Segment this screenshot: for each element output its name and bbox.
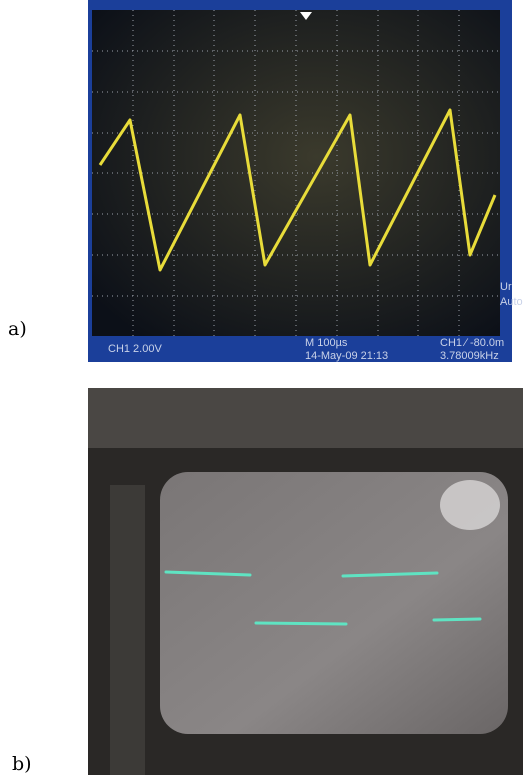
scope-side-top: Ur	[500, 281, 512, 293]
trace	[164, 570, 482, 626]
scope-frequency: 3.78009kHz	[440, 350, 499, 362]
scope-datetime: 14-May-09 21:13	[305, 350, 388, 362]
trigger-marker	[300, 12, 312, 20]
glare	[440, 480, 500, 530]
panel-a: CH1 2.00V M 100µs 14-May-09 21:13 CH1 ∕ …	[8, 0, 523, 362]
scope-timebase: M 100µs	[305, 337, 348, 349]
panel-label: b)	[12, 753, 32, 775]
panel-b: b)	[12, 388, 523, 775]
scope-screen	[92, 10, 500, 336]
scope-channel: CH1 2.00V	[108, 343, 162, 355]
scope-side-bottom: Auto	[500, 296, 523, 308]
crt-side	[110, 485, 145, 775]
scope-grid	[92, 10, 500, 336]
crt-screen	[160, 472, 508, 734]
crt-top	[88, 388, 523, 448]
panel-label: a)	[8, 318, 27, 340]
scope-trigger: CH1 ∕ -80.0m	[440, 337, 504, 349]
waveform	[98, 108, 497, 272]
